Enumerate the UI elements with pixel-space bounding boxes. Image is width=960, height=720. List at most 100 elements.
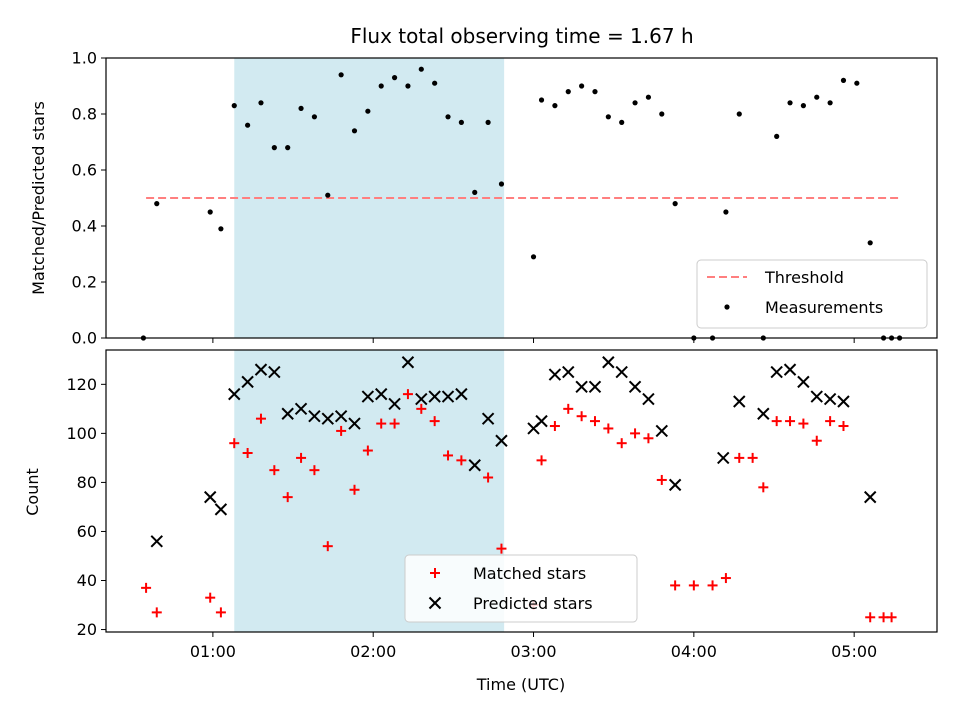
cross-b — [321, 412, 334, 425]
matched-star-point — [456, 455, 467, 466]
bottom-plot-frame — [105, 349, 938, 633]
matched-star-point — [798, 418, 809, 429]
matched-star-point — [670, 580, 681, 591]
matched-star-point — [563, 403, 574, 414]
matched-star-point — [758, 482, 769, 493]
x-tick-label: 04:00 — [671, 642, 717, 661]
predicted-star-point — [548, 368, 562, 381]
cross-b — [228, 387, 241, 401]
predicted-star-point — [428, 390, 441, 403]
measurement-point — [619, 119, 625, 125]
chart-title: Flux total observing time = 1.67 h — [350, 24, 693, 48]
cross-b — [401, 356, 415, 369]
measurement-point — [672, 201, 678, 207]
predicted-star-point — [823, 392, 837, 406]
matched-star-point — [255, 413, 266, 424]
matched-star-point — [309, 465, 320, 476]
cross-b — [361, 390, 375, 403]
matched-star-point — [389, 418, 400, 429]
measurement-point — [800, 103, 806, 109]
bottom-panel: 20 40 60 80 100 120 01:00 02:00 03:00 04:00 05:00… — [23, 349, 938, 694]
measurement-point — [231, 103, 237, 109]
predicted-star-point — [602, 356, 615, 369]
top-y-ticks: 0.0 0.2 0.4 0.6 0.8 1.0 — [72, 49, 106, 348]
predicted-stars-series — [150, 356, 877, 548]
top-legend: Threshold Measurements — [696, 259, 928, 329]
predicted-star-point — [241, 375, 254, 389]
bottom-legend-box — [404, 554, 638, 623]
predicted-star-point — [588, 380, 602, 393]
cross-b — [281, 407, 294, 420]
cross-b — [823, 392, 837, 406]
matched-star-point — [688, 580, 699, 591]
measurement-point — [391, 75, 398, 81]
matched-star-point — [205, 592, 216, 603]
matched-star-point — [589, 416, 600, 427]
matched-star-point — [825, 416, 836, 427]
legend-plus-marker — [430, 568, 440, 578]
cross-b — [150, 535, 163, 548]
predicted-star-point — [733, 395, 746, 408]
y-tick-label: 0.4 — [72, 217, 97, 236]
matched-star-point — [771, 416, 782, 427]
measurement-point — [351, 128, 358, 134]
measurement-point — [338, 72, 344, 78]
matched-star-point — [336, 425, 347, 436]
bottom-legend: Matched stars Predicted stars — [404, 554, 638, 623]
cross-b — [388, 397, 401, 411]
cross-b — [810, 390, 823, 403]
cross-b — [214, 503, 228, 516]
matched-star-point — [215, 607, 226, 618]
predicted-star-point — [495, 434, 508, 447]
measurement-point — [365, 108, 371, 114]
measurement-point — [245, 122, 251, 128]
y-tick-label: 20 — [77, 620, 97, 639]
predicted-star-point — [797, 375, 810, 389]
predicted-star-point — [375, 387, 388, 401]
x-tick-label: 05:00 — [831, 642, 877, 661]
predicted-star-point — [642, 392, 655, 406]
matched-star-point — [349, 484, 360, 495]
measurement-point — [867, 240, 873, 246]
predicted-star-point — [348, 417, 361, 430]
predicted-star-point — [562, 365, 575, 379]
predicted-star-point — [228, 387, 241, 401]
measurement-point — [378, 83, 384, 89]
predicted-star-point — [308, 410, 321, 423]
measurement-point — [218, 226, 224, 232]
measurement-point — [285, 145, 291, 151]
predicted-star-point — [717, 451, 730, 465]
predicted-star-point — [810, 390, 823, 403]
matched-star-point — [707, 580, 718, 591]
legend-threshold-label: Threshold — [764, 268, 844, 287]
cross-b — [294, 402, 308, 416]
predicted-star-point — [655, 424, 668, 438]
cross-b — [615, 365, 628, 379]
cross-b — [468, 459, 481, 472]
y-tick-label: 0.2 — [72, 273, 97, 292]
y-tick-label: 0.8 — [72, 105, 97, 124]
cross-b — [757, 407, 770, 420]
top-x-ticks — [212, 338, 855, 343]
cross-b — [655, 424, 668, 438]
predicted-star-point — [468, 459, 481, 472]
cross-b — [602, 356, 615, 369]
matched-star-point — [656, 474, 667, 485]
bottom-series — [141, 356, 897, 623]
predicted-star-point — [481, 412, 495, 425]
matched-star-point — [747, 452, 758, 463]
matched-star-point — [269, 465, 280, 476]
measurement-point — [154, 201, 160, 207]
predicted-star-point — [441, 390, 455, 403]
matched-star-point — [416, 403, 427, 414]
y-tick-label: 1.0 — [72, 49, 97, 68]
matched-star-point — [603, 423, 614, 434]
matched-star-point — [720, 573, 731, 584]
x-tick-label: 01:00 — [190, 642, 236, 661]
predicted-star-point — [401, 356, 415, 369]
cross-b — [415, 392, 428, 406]
cross-b — [733, 395, 746, 408]
measurement-point — [814, 94, 820, 100]
predicted-star-point — [837, 395, 850, 408]
